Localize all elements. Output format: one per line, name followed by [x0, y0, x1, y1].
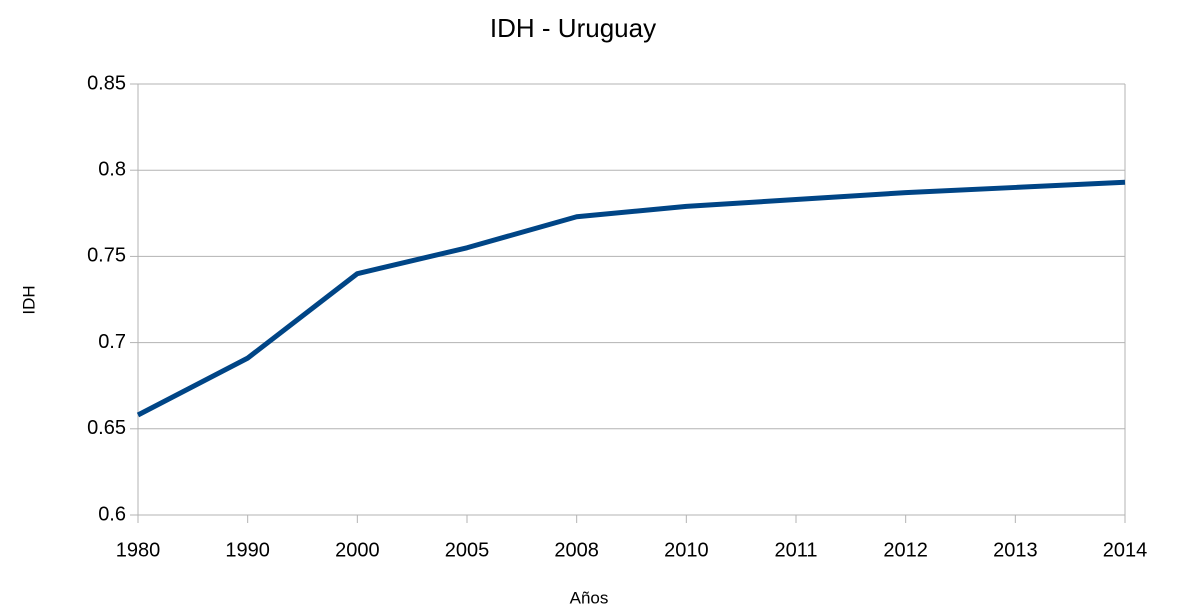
x-tick-label: 2005 [445, 539, 490, 561]
line-series [136, 179, 1126, 418]
x-tick-label: 1980 [116, 539, 161, 561]
x-tick-label: 2000 [335, 539, 380, 561]
y-tick-label: 0.8 [98, 158, 126, 180]
x-axis-label: Años [570, 588, 609, 607]
y-tick-label: 0.7 [98, 331, 126, 353]
x-tick-label: 2008 [554, 539, 599, 561]
y-tick-label: 0.75 [87, 245, 126, 267]
x-tick-label: 1990 [225, 539, 270, 561]
chart-title: IDH - Uruguay [490, 13, 656, 43]
y-axis-label: IDH [19, 285, 38, 314]
y-tick-label: 0.85 [87, 72, 126, 94]
x-tick-label: 2011 [774, 539, 817, 561]
x-tick-label: 2012 [883, 539, 928, 561]
x-tick-label: 2013 [993, 539, 1038, 561]
y-tick-label: 0.6 [98, 503, 126, 525]
x-tick-label: 2014 [1103, 539, 1148, 561]
x-tick-label: 2010 [664, 539, 709, 561]
y-tick-label: 0.65 [87, 417, 126, 439]
